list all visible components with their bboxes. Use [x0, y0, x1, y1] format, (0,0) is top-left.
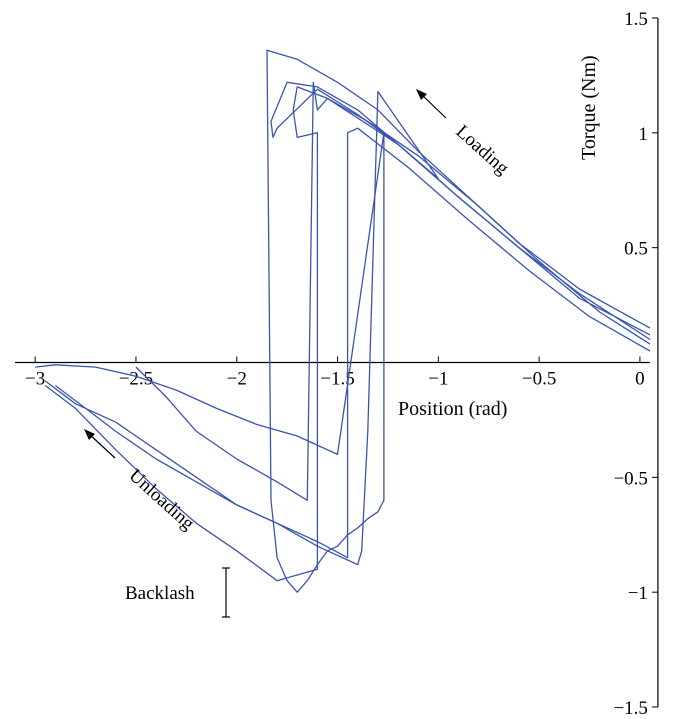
- data-series-line: [35, 49, 651, 593]
- x-tick-label: −1.5: [320, 369, 354, 390]
- y-tick-label: 1.5: [624, 9, 648, 30]
- x-tick-label: −2: [227, 369, 247, 390]
- loading-arrow-head: [416, 89, 427, 100]
- loading-label: Loading: [452, 121, 513, 179]
- unloading-arrow-head: [84, 429, 95, 440]
- y-tick-label: −1: [628, 583, 648, 604]
- y-tick-label: 1: [638, 124, 648, 145]
- y-tick-label: −0.5: [613, 468, 647, 489]
- x-tick-label: −0.5: [522, 369, 556, 390]
- x-tick-label: 0: [635, 369, 645, 390]
- x-axis-label: Position (rad): [398, 398, 507, 420]
- backlash-annotation: Backlash: [125, 567, 230, 618]
- backlash-label: Backlash: [125, 583, 195, 604]
- x-tick-label: −1: [428, 369, 448, 390]
- axes: [15, 18, 659, 707]
- x-tick-label: −3: [25, 369, 45, 390]
- y-axis-label: Torque (Nm): [578, 55, 600, 160]
- y-tick-label: 0.5: [624, 239, 648, 260]
- y-tick-label: −1.5: [613, 698, 647, 719]
- unloading-label: Unloading: [125, 465, 199, 535]
- data-series-line: [54, 127, 651, 559]
- data-series: [35, 49, 651, 593]
- data-series-line: [44, 86, 651, 582]
- unloading-arrow-line: [87, 432, 116, 459]
- data-series-line: [135, 81, 651, 501]
- unloading-annotation: Unloading: [84, 429, 199, 535]
- loading-arrow-line: [419, 92, 447, 119]
- ticks: −3 −2.5 −2 −1.5 −1 −0.5 01.510.5−0.5−1−1.5: [25, 9, 658, 719]
